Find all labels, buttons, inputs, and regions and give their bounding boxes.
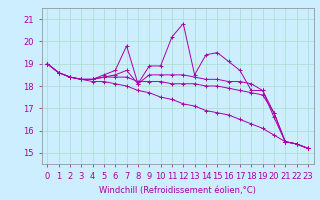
X-axis label: Windchill (Refroidissement éolien,°C): Windchill (Refroidissement éolien,°C): [99, 186, 256, 195]
